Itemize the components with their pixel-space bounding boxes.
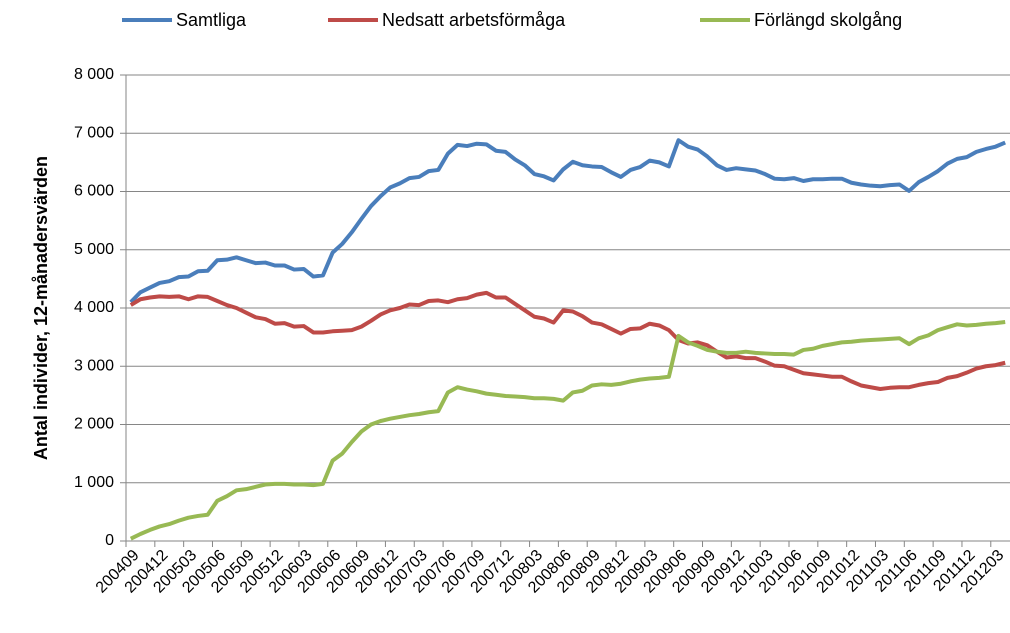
y-tick-label: 1 000 (74, 474, 114, 491)
y-tick-label: 4 000 (74, 299, 114, 316)
y-tick-label: 7 000 (74, 124, 114, 141)
series-line (129, 290, 1006, 391)
y-tick-label: 3 000 (74, 357, 114, 374)
legend-label: Förlängd skolgång (754, 10, 902, 30)
y-tick-label: 0 (105, 532, 114, 549)
y-tick-label: 6 000 (74, 183, 114, 200)
y-axis-title: Antal individer, 12-månadersvärden (31, 156, 51, 460)
series-line (129, 138, 1006, 304)
y-tick-label: 2 000 (74, 416, 114, 433)
legend-label: Samtliga (176, 10, 247, 30)
y-tick-label: 5 000 (74, 241, 114, 258)
y-tick-label: 8 000 (74, 66, 114, 83)
series-line (129, 319, 1006, 541)
legend-label: Nedsatt arbetsförmåga (382, 10, 566, 30)
